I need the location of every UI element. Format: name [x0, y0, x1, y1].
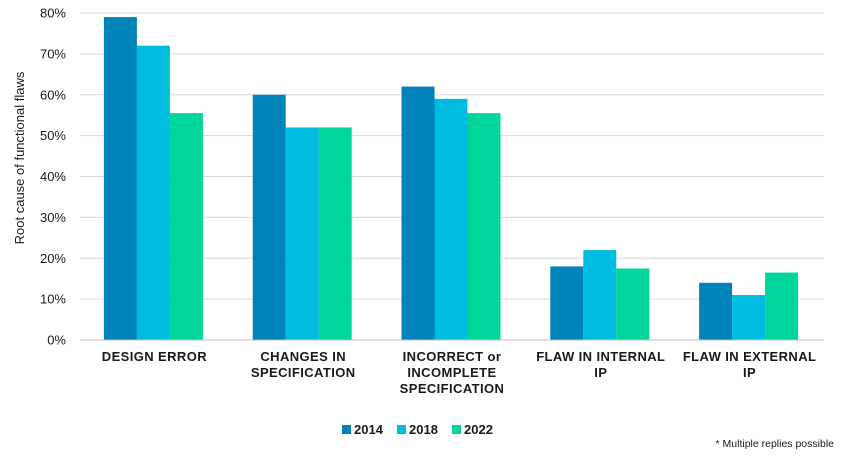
category-label: FLAW IN INTERNAL IP [536, 349, 665, 380]
legend-swatch-2022 [452, 425, 461, 434]
y-tick-label: 10% [40, 292, 66, 307]
y-tick-label: 60% [40, 87, 66, 102]
y-tick-label: 40% [40, 169, 66, 184]
bar-2014 [103, 17, 137, 341]
legend-swatch-2018 [397, 425, 406, 434]
bar-2018 [136, 45, 170, 340]
legend-label-2014: 2014 [354, 422, 384, 437]
bars [103, 17, 799, 341]
y-tick-label: 20% [40, 251, 66, 266]
bar-2014 [699, 282, 733, 340]
y-tick-label: 70% [40, 46, 66, 61]
bar-2022 [318, 127, 352, 340]
footnote: * Multiple replies possible [716, 438, 835, 450]
legend-swatch-2014 [342, 425, 351, 434]
bar-2014 [252, 94, 286, 340]
bar-2018 [285, 127, 319, 340]
y-tick-label: 80% [40, 6, 66, 21]
legend-label-2018: 2018 [409, 422, 438, 437]
y-tick-label: 0% [47, 333, 66, 348]
y-tick-label: 30% [40, 210, 66, 225]
bar-2018 [583, 250, 617, 340]
legend: 2014 2018 2022 [342, 422, 493, 437]
bar-2022 [169, 113, 203, 340]
bar-2018 [434, 98, 468, 341]
bar-2022 [765, 272, 799, 340]
bar-2014 [401, 86, 435, 340]
category-label: FLAW IN EXTERNAL IP [683, 349, 817, 380]
bar-2018 [732, 295, 766, 340]
y-axis-title: Root cause of functional flaws [12, 71, 27, 244]
bar-2022 [616, 268, 650, 340]
category-label: DESIGN ERROR [102, 349, 207, 364]
y-axis-tick-labels: 0% 10% 20% 30% 40% 50% 60% 70% 80% [40, 6, 66, 348]
category-labels: DESIGN ERROR CHANGES IN SPECIFICATION INCOR… [102, 349, 817, 396]
category-label: INCORRECT or INCOMPLETE SPECIFICATION [400, 349, 505, 396]
bar-2022 [467, 113, 501, 340]
y-tick-label: 50% [40, 128, 66, 143]
category-label: CHANGES IN SPECIFICATION [251, 349, 356, 380]
bar-2014 [550, 266, 584, 340]
legend-label-2022: 2022 [464, 422, 493, 437]
